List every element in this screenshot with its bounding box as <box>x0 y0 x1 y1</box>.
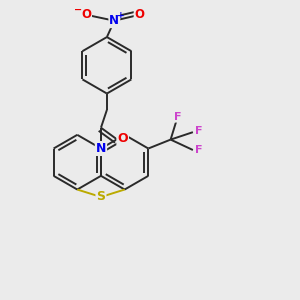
Text: −: − <box>74 5 82 15</box>
Text: F: F <box>194 126 202 136</box>
Text: O: O <box>117 132 128 145</box>
Text: O: O <box>135 8 145 21</box>
Text: O: O <box>81 8 91 21</box>
Text: F: F <box>174 112 182 122</box>
Text: N: N <box>96 142 106 155</box>
Text: F: F <box>194 145 202 155</box>
Text: S: S <box>97 190 106 203</box>
Text: N: N <box>109 14 119 27</box>
Text: +: + <box>117 11 125 20</box>
